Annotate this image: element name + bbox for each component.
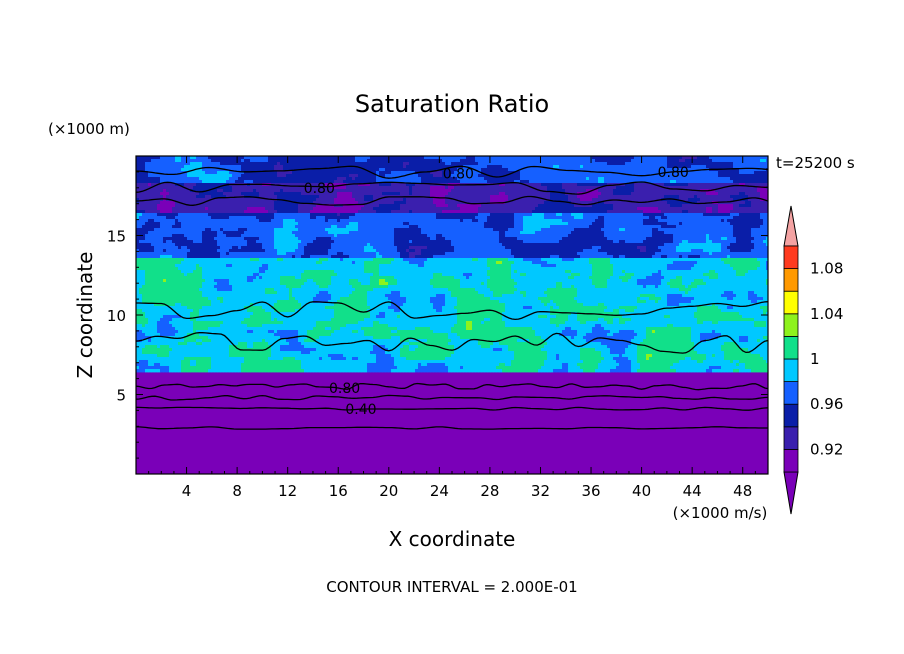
y-tick-label: 5	[116, 387, 126, 405]
x-tick-label: 36	[581, 482, 600, 500]
saturation-field	[136, 156, 768, 474]
colorbar-swatch	[783, 335, 799, 360]
colorbar-tick-label: 1	[810, 350, 820, 368]
x-tick-label: 8	[232, 482, 242, 500]
x-unit-label: (×1000 m/s)	[673, 504, 768, 522]
colorbar-tick-label: 0.92	[810, 440, 843, 458]
contour-label: 0.80	[329, 381, 360, 397]
x-tick-label: 20	[379, 482, 398, 500]
contour-label: 0.40	[345, 402, 376, 418]
chart-title: Saturation Ratio	[355, 90, 549, 118]
contour-interval-note: CONTOUR INTERVAL = 2.000E-01	[326, 578, 577, 596]
x-axis-ticks: 4 8 12 16 20 24 28 32 36 40 44 48	[148, 156, 756, 500]
colorbar-swatch	[783, 381, 799, 405]
y-unit-label: (×1000 m)	[48, 120, 130, 138]
time-label: t=25200 s	[776, 154, 855, 172]
colorbar-swatch	[783, 245, 799, 270]
x-tick-label: 24	[430, 482, 449, 500]
colorbar-swatch	[783, 358, 799, 383]
contour-label: 0.80	[658, 165, 689, 181]
colorbar-swatch	[783, 426, 799, 450]
contour-label: 0.80	[443, 166, 474, 182]
x-tick-label: 16	[329, 482, 348, 500]
colorbar-swatch	[783, 268, 799, 292]
x-tick-label: 32	[531, 482, 550, 500]
contour-label: 0.80	[304, 181, 335, 197]
x-tick-label: 28	[480, 482, 499, 500]
x-tick-label: 4	[182, 482, 192, 500]
colorbar-swatch	[783, 448, 799, 473]
contour-labels: 0.80 0.80 0.80 0.80 0.40	[304, 165, 689, 418]
x-tick-label: 12	[278, 482, 297, 500]
colorbar-swatch	[783, 313, 799, 337]
colorbar-tick-label: 1.04	[810, 305, 843, 323]
y-tick-label: 10	[107, 307, 126, 325]
x-axis-label: X coordinate	[389, 527, 516, 551]
colorbar: 0.92 0.96 1 1.04 1.08	[783, 205, 843, 515]
x-tick-label: 44	[683, 482, 702, 500]
colorbar-over-triangle	[783, 205, 799, 247]
colorbar-under-triangle	[783, 471, 799, 515]
colorbar-swatch	[783, 403, 799, 428]
x-tick-label: 40	[632, 482, 651, 500]
colorbar-tick-label: 1.08	[810, 260, 843, 278]
colorbar-tick-label: 0.96	[810, 395, 843, 413]
y-tick-label: 15	[107, 228, 126, 246]
y-axis-label: Z coordinate	[73, 252, 97, 379]
y-axis-ticks: 5 10 15	[107, 171, 768, 459]
contour-lines	[136, 165, 768, 430]
colorbar-swatch	[783, 290, 799, 315]
x-tick-label: 48	[733, 482, 752, 500]
